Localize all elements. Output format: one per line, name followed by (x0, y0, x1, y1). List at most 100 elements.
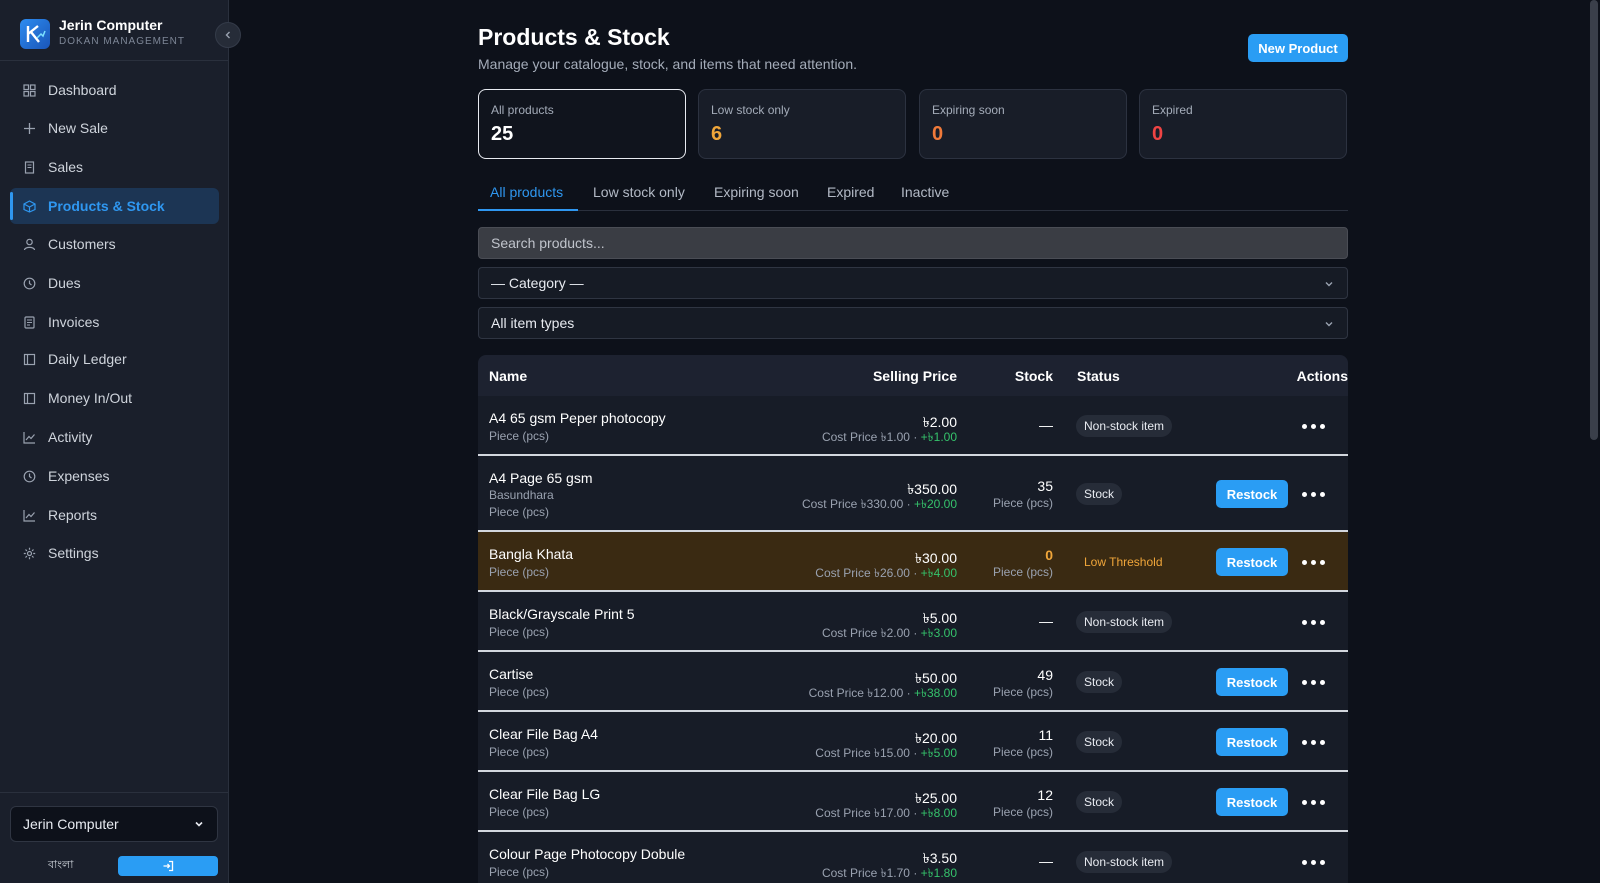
restock-button[interactable]: Restock (1216, 728, 1288, 756)
restock-button[interactable]: Restock (1216, 668, 1288, 696)
profit-amount: +৳38.00 (913, 686, 957, 700)
stat-label: Expiring soon (932, 103, 1005, 117)
chevron-left-icon (225, 31, 230, 39)
restock-button[interactable]: Restock (1216, 548, 1288, 576)
sidebar-item-dashboard[interactable]: Dashboard (10, 72, 219, 108)
column-header-price[interactable]: Selling Price (872, 368, 957, 384)
profit-amount: +৳4.00 (920, 566, 957, 580)
sidebar-item-daily-ledger[interactable]: Daily Ledger (10, 341, 219, 377)
tab-inactive[interactable]: Inactive (901, 184, 950, 200)
profit-amount: +৳3.00 (920, 626, 957, 640)
stat-value: 6 (711, 123, 723, 145)
login-button[interactable] (118, 856, 218, 876)
tab-expiring-soon[interactable]: Expiring soon (714, 184, 799, 200)
tab-all-products[interactable]: All products (490, 184, 564, 200)
brand-subtitle: DOKAN MANAGEMENT (59, 36, 186, 47)
sidebar-item-settings[interactable]: Settings (10, 535, 219, 571)
new-product-button[interactable]: New Product (1248, 34, 1348, 62)
status-badge: Non-stock item (1076, 611, 1173, 633)
sidebar-item-activity[interactable]: Activity (10, 419, 219, 455)
user-icon (22, 237, 36, 251)
sidebar-item-label: Activity (48, 429, 93, 445)
sidebar-item-label: Dues (48, 275, 81, 291)
column-header-name[interactable]: Name (489, 368, 528, 384)
store-select-value: Jerin Computer (23, 816, 119, 832)
page-scrollbar[interactable] (1590, 0, 1598, 440)
table-row[interactable]: Black/Grayscale Print 5 Piece (pcs) ৳5.0… (478, 592, 1348, 652)
stat-label: Expired (1152, 103, 1193, 117)
sidebar-item-products-stock[interactable]: Products & Stock (10, 188, 219, 224)
product-name: Clear File Bag LG (489, 786, 601, 802)
category-select[interactable]: — Category — (478, 267, 1348, 299)
more-actions-button[interactable] (1299, 732, 1327, 752)
more-actions-button[interactable] (1299, 484, 1327, 504)
store-select[interactable]: Jerin Computer (10, 806, 218, 842)
sidebar-item-invoices[interactable]: Invoices (10, 304, 219, 340)
stock-value: 12 (1037, 787, 1053, 803)
more-actions-button[interactable] (1299, 852, 1327, 872)
search-input[interactable]: Search products... (478, 227, 1348, 259)
product-name: Bangla Khata (489, 546, 574, 562)
sidebar-item-label: Reports (48, 507, 98, 523)
stock-unit: Piece (pcs) (992, 805, 1053, 819)
sidebar-item-label: Daily Ledger (48, 351, 127, 367)
chevron-down-icon (1325, 282, 1333, 287)
table-row[interactable]: Bangla Khata Piece (pcs) ৳30.00 Cost Pri… (478, 532, 1348, 592)
sidebar-item-expenses[interactable]: Expenses (10, 458, 219, 494)
more-actions-button[interactable] (1299, 612, 1327, 632)
sidebar-item-money-in-out[interactable]: Money In/Out (10, 380, 219, 416)
cost-price: Cost Price ৳330.00 · +৳20.00 (801, 497, 957, 511)
tab-expired[interactable]: Expired (827, 184, 875, 200)
stat-label: All products (491, 103, 554, 117)
table-row[interactable]: Cartise Piece (pcs) ৳50.00 Cost Price ৳1… (478, 652, 1348, 712)
product-unit: Piece (pcs) (489, 505, 550, 519)
restock-button[interactable]: Restock (1216, 788, 1288, 816)
sidebar-item-dues[interactable]: Dues (10, 265, 219, 301)
box-icon (22, 199, 36, 213)
table-row[interactable]: Clear File Bag A4 Piece (pcs) ৳20.00 Cos… (478, 712, 1348, 772)
stock-value: 49 (1037, 667, 1053, 683)
sidebar-item-label: Sales (48, 159, 84, 175)
stock-value: — (1039, 613, 1053, 629)
stat-card-low-stock[interactable]: Low stock only 6 (698, 89, 906, 159)
sidebar-item-new-sale[interactable]: New Sale (10, 110, 219, 146)
product-name: A4 65 gsm Peper photocopy (489, 410, 666, 426)
sidebar-item-customers[interactable]: Customers (10, 226, 219, 262)
cost-price: Cost Price ৳1.70 · +৳1.80 (821, 866, 957, 880)
document-icon (22, 315, 36, 329)
selling-price: ৳2.00 (922, 414, 957, 430)
stat-card-expired[interactable]: Expired 0 (1139, 89, 1347, 159)
cost-price: Cost Price ৳12.00 · +৳38.00 (808, 686, 957, 700)
brand: Jerin Computer DOKAN MANAGEMENT (0, 0, 229, 61)
stat-card-expiring-soon[interactable]: Expiring soon 0 (919, 89, 1127, 159)
table-row[interactable]: Clear File Bag LG Piece (pcs) ৳25.00 Cos… (478, 772, 1348, 832)
table-row[interactable]: A4 65 gsm Peper photocopy Piece (pcs) ৳2… (478, 396, 1348, 456)
column-header-stock[interactable]: Stock (1014, 368, 1053, 384)
more-actions-button[interactable] (1299, 792, 1327, 812)
status-badge: Stock (1076, 731, 1123, 753)
sidebar-item-reports[interactable]: Reports (10, 497, 219, 533)
table-row[interactable]: Colour Page Photocopy Dobule Piece (pcs)… (478, 832, 1348, 883)
clock-icon (22, 276, 36, 290)
restock-button[interactable]: Restock (1216, 480, 1288, 508)
product-name: Cartise (489, 666, 534, 682)
stat-card-all-products[interactable]: All products 25 (478, 89, 686, 159)
table-row[interactable]: A4 Page 65 gsm Basundhara Piece (pcs) ৳3… (478, 456, 1348, 532)
collapse-sidebar-button[interactable] (215, 22, 241, 48)
more-actions-button[interactable] (1299, 552, 1327, 572)
sidebar-item-sales[interactable]: Sales (10, 149, 219, 185)
more-actions-button[interactable] (1299, 416, 1327, 436)
product-unit: Piece (pcs) (489, 685, 550, 699)
plus-icon (22, 121, 36, 135)
sidebar-item-label: Customers (48, 236, 116, 252)
language-toggle[interactable]: বাংলা (48, 859, 74, 871)
stock-unit: Piece (pcs) (992, 685, 1053, 699)
product-unit: Piece (pcs) (489, 625, 550, 639)
item-type-select[interactable]: All item types (478, 307, 1348, 339)
clock-icon (22, 469, 36, 483)
profit-amount: +৳8.00 (920, 806, 957, 820)
sidebar-item-label: Money In/Out (48, 390, 133, 406)
selling-price: ৳20.00 (914, 730, 957, 746)
more-actions-button[interactable] (1299, 672, 1327, 692)
tab-low-stock[interactable]: Low stock only (593, 184, 685, 200)
